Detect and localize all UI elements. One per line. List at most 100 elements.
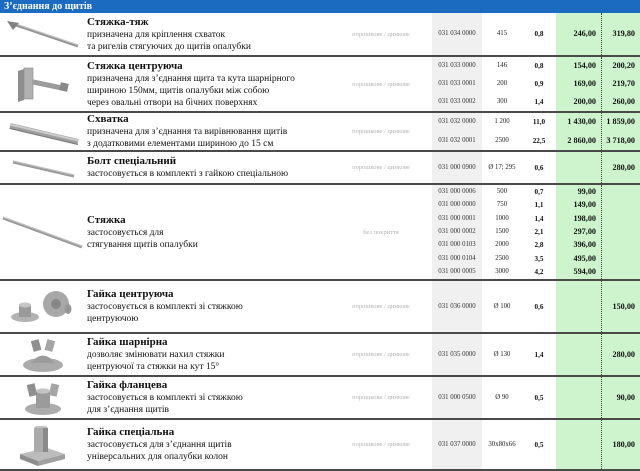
product-row: Болт спеціальний застосовується в комплек… <box>0 152 640 185</box>
coating-cell: без покриття <box>330 185 432 279</box>
price-cell: 280,00 <box>612 162 635 172</box>
price-column-2 <box>602 185 640 279</box>
weight-column: 0,8 0,9 1,4 <box>522 57 556 111</box>
product-description-line: застосовується в комплекті зі стяжкою <box>87 393 243 403</box>
article-cell: 031 000 0900 <box>438 163 476 171</box>
weight-column: 0,6 <box>522 152 556 183</box>
product-description-line: застосовується для <box>87 227 164 238</box>
product-row: Гайка спеціальна застосовується для з’єдн… <box>0 420 640 471</box>
product-name: Гайка шарнірна <box>87 336 168 348</box>
size-cell: 750 <box>496 201 508 209</box>
product-info: Болт спеціальний застосовується в комплек… <box>85 152 330 183</box>
product-info: Гайка центруюча застосовується в комплект… <box>85 281 330 332</box>
size-cell: Ø 90 <box>495 393 509 401</box>
price-cell: 2 860,00 <box>567 135 596 145</box>
weight-cell: 4,2 <box>534 268 544 277</box>
price-cell: 90,00 <box>616 392 635 402</box>
product-row: Гайка шарнірна дозволяє змінювати нахил с… <box>0 334 640 377</box>
article-cell: 031 032 0000 <box>438 118 476 126</box>
size-cell: 3000 <box>495 268 509 276</box>
price-cell: 1 430,00 <box>567 117 596 127</box>
price-cell: 99,00 <box>577 186 596 196</box>
coating-cell: порошкове / цинкове <box>330 13 432 55</box>
coating-cell: порошкове / цинкове <box>330 420 432 469</box>
product-description-line: призначена для з’єднання щита та кута ша… <box>87 73 295 84</box>
article-cell: 031 033 0002 <box>438 98 476 105</box>
article-cell: 031 033 0001 <box>438 80 476 87</box>
price-column-1 <box>556 377 602 418</box>
price-cell: 3 718,00 <box>606 135 635 145</box>
size-cell: 146 <box>496 62 508 69</box>
size-column: Ø 100 <box>482 281 522 332</box>
product-table: Стяжка-тяж призначена для кріплення схват… <box>0 13 640 471</box>
size-cell: Ø 130 <box>493 350 511 358</box>
price-column-2: 200,20 219,70 260,00 <box>602 57 640 111</box>
article-cell: 031 000 0103 <box>438 241 476 249</box>
coating-label: порошкове / цинкове <box>352 394 410 401</box>
weight-column: 0,5 <box>522 420 556 469</box>
product-image-cell <box>0 334 85 375</box>
product-description-line: центруючою <box>87 314 139 324</box>
article-cell: 031 036 0000 <box>438 302 476 310</box>
product-name: Гайка спеціальна <box>87 426 175 438</box>
coating-cell: порошкове / цинкове <box>330 57 432 111</box>
size-cell: 1000 <box>495 214 509 222</box>
tie-rod-icon <box>4 17 82 51</box>
product-name: Гайка фланцева <box>87 379 168 391</box>
size-column: Ø 130 <box>482 334 522 375</box>
section-title: З’єднання до щитів <box>4 1 93 12</box>
price-cell: 219,70 <box>612 79 635 88</box>
article-cell: 031 000 0005 <box>438 268 476 276</box>
price-column-2: 280,00 <box>602 152 640 183</box>
product-description-line: дозволяє змінювати нахил стяжки <box>87 350 225 360</box>
weight-cell: 2,8 <box>534 241 544 250</box>
article-column: 031 000 0900 <box>432 152 482 183</box>
product-info: Гайка шарнірна дозволяє змінювати нахил с… <box>85 334 330 375</box>
price-cell: 198,00 <box>573 213 596 223</box>
price-column-1: 246,00 <box>556 13 602 55</box>
product-info: Стяжка застосовується для стягування щитів… <box>85 185 330 279</box>
product-description-line: стягування щитів опалубки <box>87 239 198 250</box>
price-cell: 594,00 <box>573 267 596 277</box>
weight-column: 0,6 <box>522 281 556 332</box>
price-column-1: 99,00 149,00 198,00 297,00 396,00 495,00 594,0… <box>556 185 602 279</box>
product-description-line: застосовується для з’єднання щитів <box>87 440 232 450</box>
special-bolt-icon <box>4 153 82 183</box>
article-cell: 031 000 0002 <box>438 227 476 235</box>
weight-cell: 0,7 <box>534 187 544 196</box>
weight-cell: 2,1 <box>534 227 544 236</box>
coating-cell: порошкове / цинкове <box>330 113 432 150</box>
price-cell: 297,00 <box>573 226 596 236</box>
coating-label: порошкове / цинкове <box>352 351 410 358</box>
waler-bar-icon <box>4 115 82 149</box>
price-column-1 <box>556 420 602 469</box>
product-image-cell <box>0 57 85 111</box>
coating-cell: порошкове / цинкове <box>330 152 432 183</box>
product-image-cell <box>0 377 85 418</box>
article-cell: 031 000 0104 <box>438 254 476 262</box>
coating-label: порошкове / цинкове <box>352 303 410 310</box>
product-description-line: застосовується в комплекті зі стяжкою <box>87 302 243 312</box>
coating-cell: порошкове / цинкове <box>330 377 432 418</box>
weight-column: 11,0 22,5 <box>522 113 556 150</box>
product-description-line: призначена для кріплення схваток <box>87 29 226 40</box>
size-cell: Ø 100 <box>493 302 511 310</box>
weight-column: 1,4 <box>522 334 556 375</box>
product-name: Стяжка-тяж <box>87 15 149 28</box>
weight-cell: 0,8 <box>534 30 544 38</box>
article-cell: 031 000 0000 <box>438 201 476 209</box>
weight-cell: 0,9 <box>534 80 544 88</box>
coating-cell: порошкове / цинкове <box>330 334 432 375</box>
weight-cell: 0,6 <box>534 302 544 311</box>
article-cell: 031 000 0006 <box>438 187 476 195</box>
tie-bar-icon <box>1 211 85 253</box>
size-column: Ø 90 <box>482 377 522 418</box>
price-cell: 1 859,00 <box>606 117 635 127</box>
centering-nut-icon <box>4 287 82 327</box>
product-info: Стяжка центруюча призначена для з’єднання… <box>85 57 330 111</box>
coating-cell: порошкове / цинкове <box>330 281 432 332</box>
article-cell: 031 037 0000 <box>438 440 476 448</box>
product-image-cell <box>0 281 85 332</box>
article-cell: 031 033 0000 <box>438 62 476 69</box>
